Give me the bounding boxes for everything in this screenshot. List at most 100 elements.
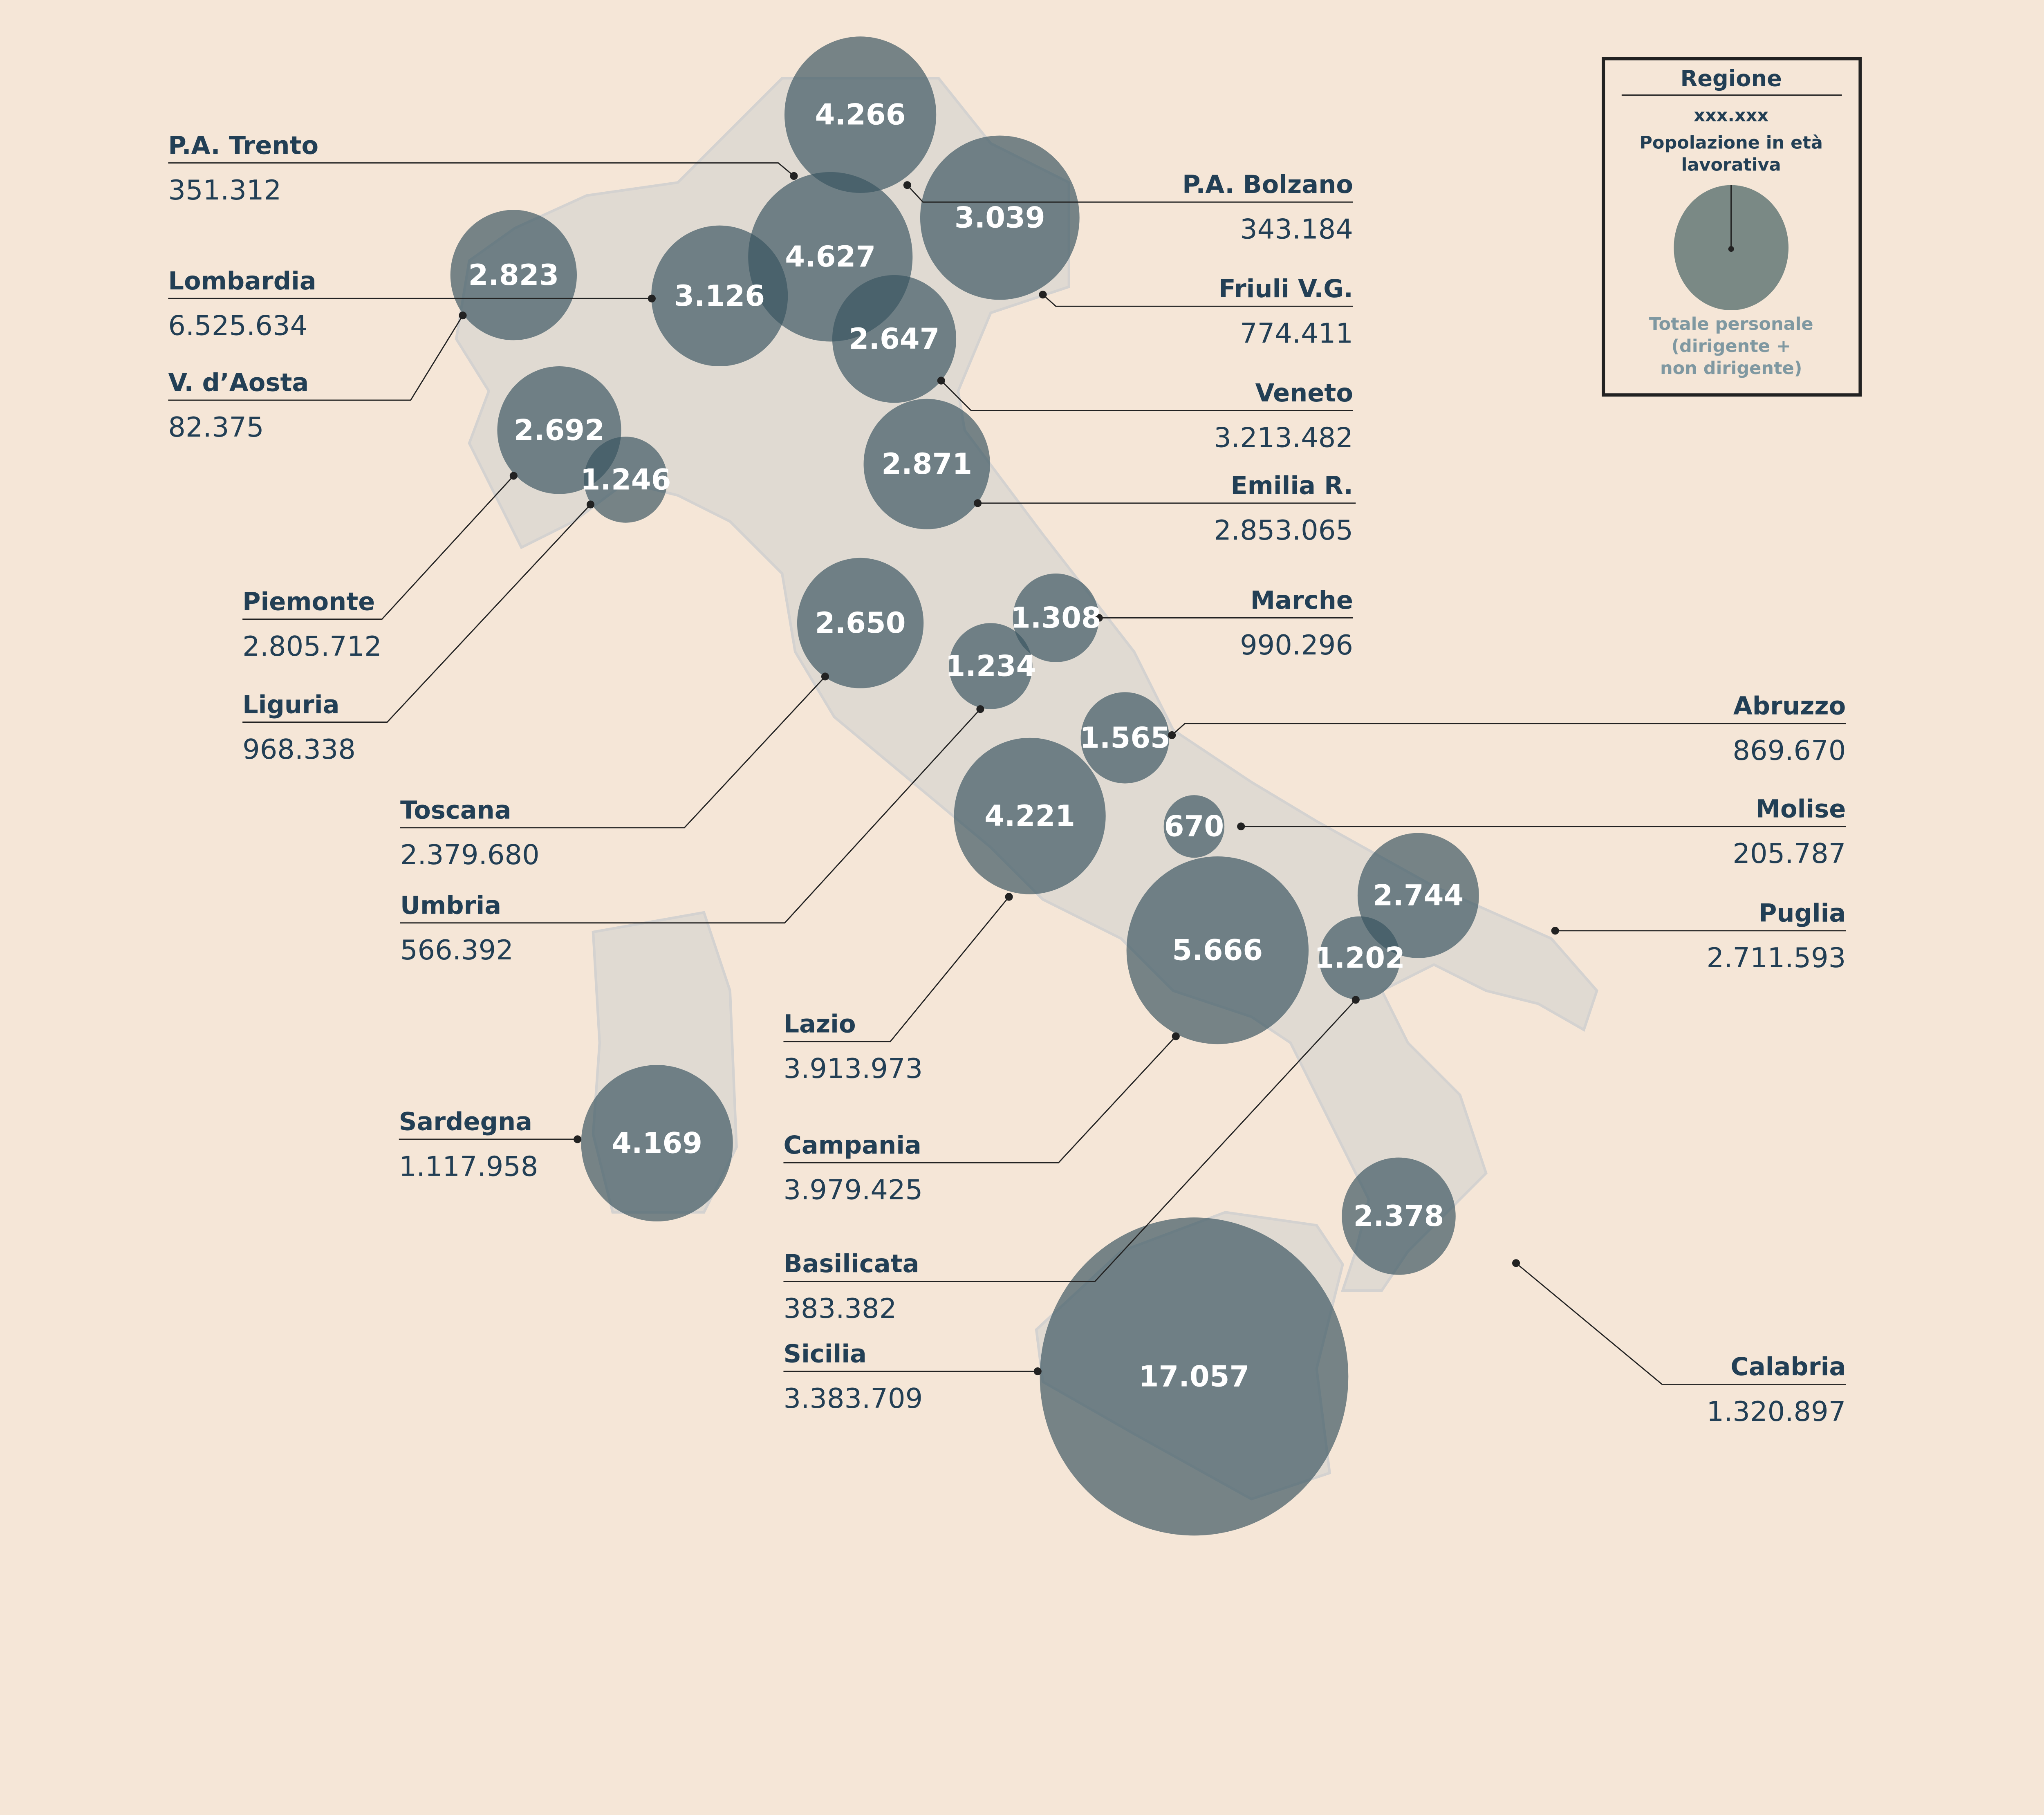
bubble-abruzzo (1080, 692, 1170, 784)
bubble-calabria (1342, 1157, 1456, 1275)
leader-line-liguria (242, 504, 591, 723)
leader-dot-veneto (937, 376, 945, 385)
leader-lines-layer (168, 162, 1846, 1385)
bubble-value-p-a-bolzano: 4.266 (815, 98, 906, 132)
leader-dot-lombardia (648, 294, 656, 302)
region-population-liguria: 968.338 (242, 733, 356, 765)
leader-line-basilicata (783, 999, 1356, 1282)
bubbles-layer (450, 36, 1479, 1536)
bubble-toscana (797, 558, 924, 688)
leader-dot-friuli-v-g (1039, 291, 1047, 299)
region-name-toscana: Toscana (400, 796, 511, 825)
leader-line-toscana (400, 676, 826, 829)
legend-dot (1728, 246, 1734, 252)
bubble-puglia (1357, 833, 1479, 958)
leader-line-abruzzo (1171, 723, 1846, 736)
region-population-emilia-r: 2.853.065 (1214, 514, 1353, 546)
legend-staff-label-2: (dirigente + (1671, 336, 1791, 356)
bubble-value-campania: 5.666 (1172, 934, 1263, 967)
legend-pop-label-1: Popolazione in età (1639, 133, 1823, 153)
leader-line-p-a-trento (168, 162, 794, 177)
bubble-lombardia (651, 225, 788, 367)
bubble-veneto (832, 275, 957, 403)
legend-staff-label-1: Totale personale (1649, 314, 1813, 334)
leader-dot-sardegna (574, 1135, 582, 1143)
leader-dot-calabria (1512, 1259, 1520, 1267)
bubble-sardegna (581, 1065, 733, 1221)
region-population-friuli-v-g: 774.411 (1240, 318, 1353, 350)
bubble-v-d-aosta (450, 210, 577, 341)
region-name-lazio: Lazio (783, 1010, 856, 1039)
region-population-marche: 990.296 (1240, 629, 1353, 661)
bubble-basilicata (1319, 916, 1400, 1000)
region-name-v-d-aosta: V. d’Aosta (168, 369, 309, 397)
bubble-sicilia (1040, 1217, 1349, 1536)
legend-staff-label-3: non dirigente) (1660, 358, 1802, 379)
region-name-p-a-bolzano: P.A. Bolzano (1182, 170, 1353, 199)
legend: Regione xxx.xxx Popolazione in età lavor… (1602, 57, 1862, 397)
region-population-molise: 205.787 (1732, 838, 1846, 869)
region-population-piemonte: 2.805.712 (242, 630, 382, 662)
leader-dot-campania (1172, 1032, 1180, 1040)
region-name-marche: Marche (1251, 586, 1353, 615)
bubble-emilia-r (863, 399, 990, 529)
labels-layer: 4.627 P.A. Trento 351.312 4.266 P.A. Bolzano… (168, 98, 1846, 1427)
region-population-puglia: 2.711.593 (1707, 942, 1846, 974)
bubble-value-sardegna: 4.169 (612, 1127, 702, 1160)
leader-dot-piemonte (509, 472, 518, 480)
bubble-value-friuli-v-g: 3.039 (955, 201, 1045, 235)
leader-dot-marche (1095, 614, 1103, 622)
italy-bubble-map: 4.627 P.A. Trento 351.312 4.266 P.A. Bolzano… (168, 36, 1862, 1536)
bubble-campania (1126, 856, 1309, 1044)
leader-dot-liguria (586, 500, 595, 509)
bubble-value-umbria: 1.234 (946, 649, 1036, 683)
bubble-molise (1163, 795, 1225, 858)
leader-dot-emilia-r (974, 499, 982, 507)
leader-dot-lazio (1005, 893, 1013, 901)
region-population-toscana: 2.379.680 (400, 839, 540, 871)
region-population-v-d-aosta: 82.375 (168, 411, 264, 443)
bubble-value-lombardia: 3.126 (674, 279, 765, 313)
region-name-campania: Campania (783, 1131, 921, 1160)
bubble-value-marche: 1.308 (1011, 601, 1101, 634)
region-name-abruzzo: Abruzzo (1733, 692, 1846, 720)
bubble-marche (1013, 574, 1099, 662)
leader-dot-toscana (821, 672, 829, 681)
leader-dot-puglia (1551, 927, 1559, 935)
bubble-value-veneto: 2.647 (849, 322, 940, 356)
leader-dot-basilicata (1351, 996, 1360, 1004)
region-population-sardegna: 1.117.958 (399, 1150, 538, 1182)
leader-dot-v-d-aosta (459, 311, 467, 320)
region-population-sicilia: 3.383.709 (783, 1383, 923, 1414)
leader-dot-umbria (976, 705, 984, 713)
region-population-lazio: 3.913.973 (783, 1053, 923, 1085)
region-population-lombardia: 6.525.634 (168, 310, 307, 342)
bubble-value-molise: 670 (1164, 810, 1224, 843)
bubble-friuli-v-g (920, 135, 1080, 300)
bubble-value-v-d-aosta: 2.823 (468, 258, 559, 292)
bubble-value-sicilia: 17.057 (1139, 1360, 1250, 1393)
region-population-abruzzo: 869.670 (1732, 735, 1846, 766)
leader-line-piemonte (242, 475, 514, 620)
legend-pop-label-2: lavorativa (1681, 155, 1781, 175)
leader-line-veneto (941, 380, 1353, 411)
region-name-lombardia: Lombardia (168, 267, 316, 296)
bubble-p-a-bolzano (784, 36, 937, 193)
leader-dot-p-a-bolzano (903, 181, 911, 189)
region-name-puglia: Puglia (1759, 899, 1846, 928)
leader-line-calabria (1515, 1262, 1846, 1385)
leader-dot-molise (1237, 822, 1245, 831)
legend-title: Regione (1680, 65, 1782, 91)
bubble-lazio (954, 737, 1106, 894)
region-name-molise: Molise (1756, 795, 1846, 823)
region-population-umbria: 566.392 (400, 934, 513, 966)
leader-line-p-a-bolzano (907, 184, 1353, 203)
region-name-piemonte: Piemonte (242, 587, 375, 616)
region-population-veneto: 3.213.482 (1214, 422, 1353, 454)
region-name-friuli-v-g: Friuli V.G. (1219, 275, 1353, 303)
leader-line-friuli-v-g (1042, 294, 1353, 307)
bubble-value-abruzzo: 1.565 (1080, 721, 1170, 755)
leader-dot-p-a-trento (790, 172, 798, 180)
region-population-campania: 3.979.425 (783, 1174, 923, 1206)
leader-dot-sicilia (1033, 1367, 1042, 1376)
